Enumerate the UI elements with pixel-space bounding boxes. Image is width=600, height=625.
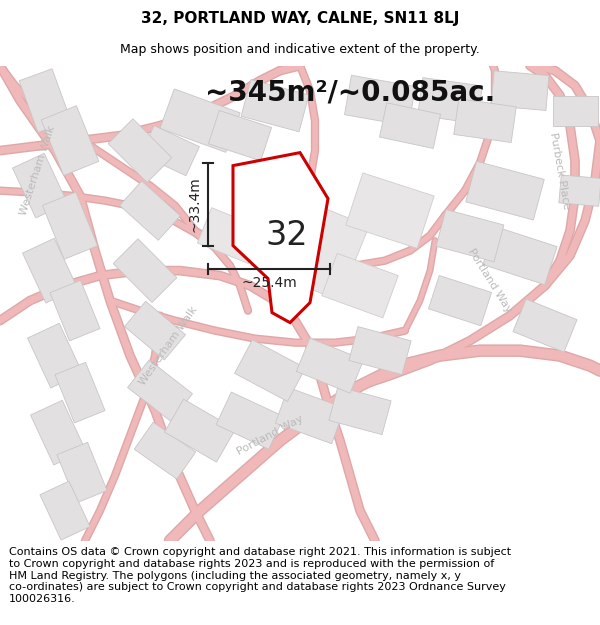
Bar bbox=[164, 399, 235, 462]
Bar bbox=[50, 281, 100, 341]
Bar bbox=[40, 481, 90, 540]
Bar bbox=[275, 388, 344, 444]
Bar bbox=[140, 126, 199, 176]
Text: Portland Way: Portland Way bbox=[235, 414, 305, 458]
Text: Map shows position and indicative extent of the property.: Map shows position and indicative extent… bbox=[120, 42, 480, 56]
Bar bbox=[160, 89, 240, 152]
Bar bbox=[379, 102, 440, 149]
Bar bbox=[454, 99, 516, 142]
Bar bbox=[55, 362, 105, 423]
Bar bbox=[241, 79, 309, 132]
Bar bbox=[216, 392, 284, 449]
Text: ~345m²/~0.085ac.: ~345m²/~0.085ac. bbox=[205, 79, 495, 107]
Bar bbox=[513, 299, 577, 352]
Bar bbox=[553, 96, 598, 126]
Bar bbox=[346, 173, 434, 248]
Bar bbox=[119, 181, 181, 240]
Bar bbox=[483, 226, 557, 285]
Text: Portland Way: Portland Way bbox=[466, 247, 514, 314]
Bar bbox=[491, 71, 549, 111]
Polygon shape bbox=[233, 152, 328, 322]
Text: Westerham Walk: Westerham Walk bbox=[19, 124, 57, 217]
Bar bbox=[28, 323, 82, 388]
Bar bbox=[329, 387, 391, 434]
Bar bbox=[128, 360, 193, 421]
Bar bbox=[197, 208, 263, 264]
Bar bbox=[208, 111, 272, 161]
Bar bbox=[428, 276, 491, 326]
Text: Contains OS data © Crown copyright and database right 2021. This information is : Contains OS data © Crown copyright and d… bbox=[9, 548, 511, 604]
Text: Westerham Walk: Westerham Walk bbox=[137, 304, 199, 387]
Bar bbox=[296, 338, 364, 393]
Text: 32: 32 bbox=[266, 219, 308, 252]
Bar bbox=[349, 327, 411, 374]
Bar bbox=[124, 301, 185, 360]
Bar bbox=[466, 161, 544, 220]
Bar bbox=[344, 75, 415, 126]
Bar bbox=[41, 106, 99, 176]
Bar bbox=[108, 119, 172, 182]
Bar bbox=[436, 209, 504, 262]
Bar bbox=[559, 175, 600, 206]
Bar bbox=[31, 400, 85, 465]
Bar bbox=[19, 69, 71, 132]
Bar bbox=[23, 238, 77, 303]
Bar bbox=[43, 192, 98, 259]
Bar bbox=[113, 239, 177, 302]
Bar bbox=[57, 442, 107, 503]
Text: ~33.4m: ~33.4m bbox=[187, 176, 201, 232]
Text: ~25.4m: ~25.4m bbox=[241, 276, 297, 289]
Bar bbox=[322, 253, 398, 318]
Text: Purbeck Place: Purbeck Place bbox=[548, 131, 572, 210]
Bar bbox=[235, 340, 305, 401]
Bar bbox=[418, 78, 482, 124]
Text: 32, PORTLAND WAY, CALNE, SN11 8LJ: 32, PORTLAND WAY, CALNE, SN11 8LJ bbox=[141, 11, 459, 26]
Bar bbox=[13, 153, 67, 218]
Bar bbox=[251, 191, 369, 301]
Bar bbox=[134, 422, 196, 479]
